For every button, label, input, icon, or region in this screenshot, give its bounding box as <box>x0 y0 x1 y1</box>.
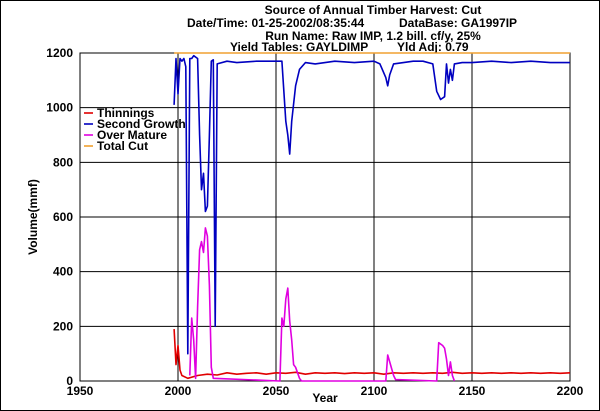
y-tick-label: 1200 <box>46 46 73 60</box>
header-database: DataBase: GA1997IP <box>399 16 517 30</box>
header-run-name: Run Name: Raw IMP, 1.2 bill. cf/y, 25% <box>265 29 481 43</box>
x-tick-label: 2050 <box>263 384 290 398</box>
x-axis-label: Year <box>312 391 338 405</box>
y-axis-label: Volume(mmf) <box>26 179 40 255</box>
series-line-thinnings <box>173 329 571 380</box>
legend-label-over-mature: Over Mature <box>97 128 167 142</box>
chart-title: Source of Annual Timber Harvest: Cut <box>265 3 482 17</box>
x-tick-label: 2150 <box>459 384 486 398</box>
x-tick-label: 2200 <box>557 384 584 398</box>
series-line-over-mature <box>189 227 456 382</box>
series-lines <box>173 52 571 382</box>
grid-lines <box>80 53 570 381</box>
header-yld-adj: Yld Adj: 0.79 <box>397 40 469 54</box>
header-yield-tables: Yield Tables: GAYLDIMP <box>230 40 368 54</box>
header-datetime: Date/Time: 01-25-2002/08:35:44 <box>187 16 365 30</box>
y-tick-label: 200 <box>53 319 73 333</box>
chart-header: Source of Annual Timber Harvest: Cut Dat… <box>187 3 517 54</box>
legend-label-thinnings: Thinnings <box>97 106 155 120</box>
y-tick-label: 1000 <box>46 101 73 115</box>
y-tick-label: 0 <box>66 374 73 388</box>
x-tick-label: 2000 <box>165 384 192 398</box>
x-tick-label: 1950 <box>67 384 94 398</box>
series-line-second-growth <box>173 54 570 355</box>
tick-labels: 1950 2000 2050 2100 2150 2200 0 200 400 600 800 100… <box>46 46 583 398</box>
y-tick-label: 800 <box>53 155 73 169</box>
x-tick-label: 2100 <box>361 384 388 398</box>
legend-label-second-growth: Second Growth <box>97 117 186 131</box>
legend-label-total-cut: Total Cut <box>97 139 148 153</box>
y-tick-label: 400 <box>53 265 73 279</box>
y-tick-label: 600 <box>53 210 73 224</box>
